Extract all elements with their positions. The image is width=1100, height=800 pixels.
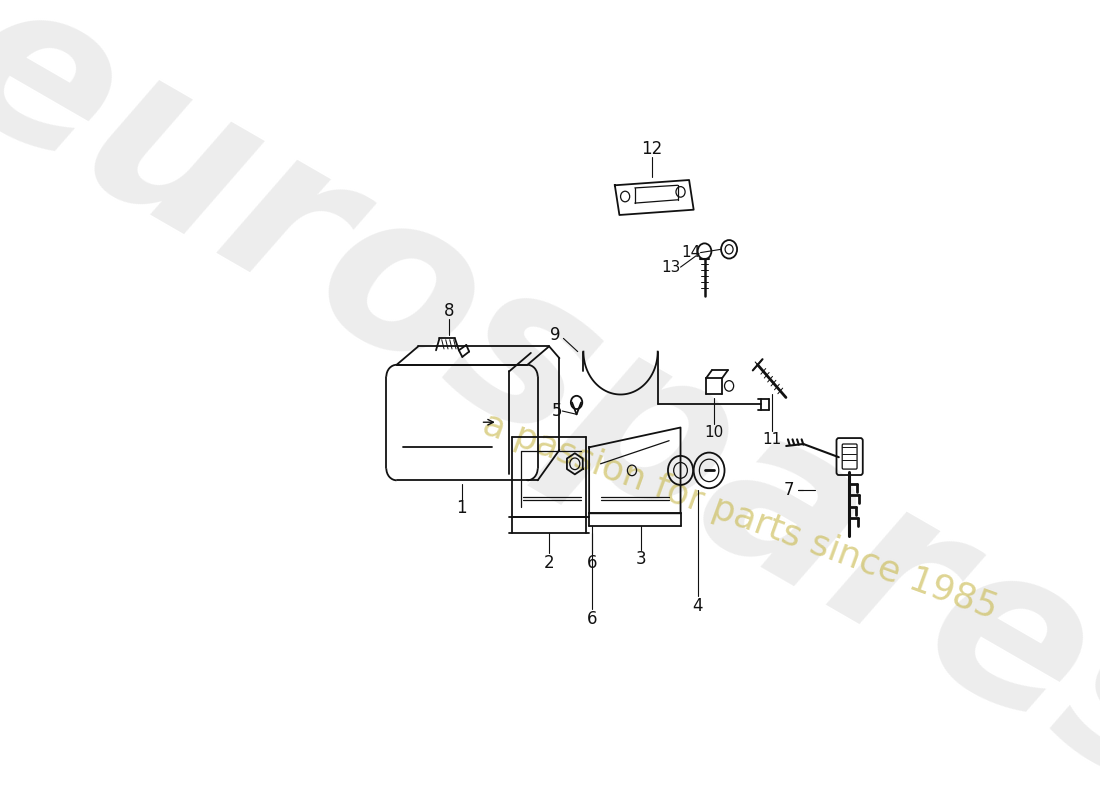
Text: 2: 2 <box>543 554 554 572</box>
Text: 13: 13 <box>661 260 681 274</box>
Text: a passion for parts since 1985: a passion for parts since 1985 <box>478 407 1002 626</box>
Text: 5: 5 <box>551 402 562 420</box>
Text: 1: 1 <box>456 499 468 517</box>
Text: 14: 14 <box>681 245 701 260</box>
Text: 11: 11 <box>762 432 781 447</box>
Text: 12: 12 <box>641 140 662 158</box>
Text: 9: 9 <box>550 326 560 344</box>
Text: 6: 6 <box>586 554 597 572</box>
Text: 7: 7 <box>784 481 794 499</box>
Text: 8: 8 <box>444 302 454 320</box>
Text: 3: 3 <box>635 550 646 569</box>
Text: 6: 6 <box>586 610 597 628</box>
Text: 10: 10 <box>705 426 724 440</box>
Text: 4: 4 <box>692 597 703 614</box>
